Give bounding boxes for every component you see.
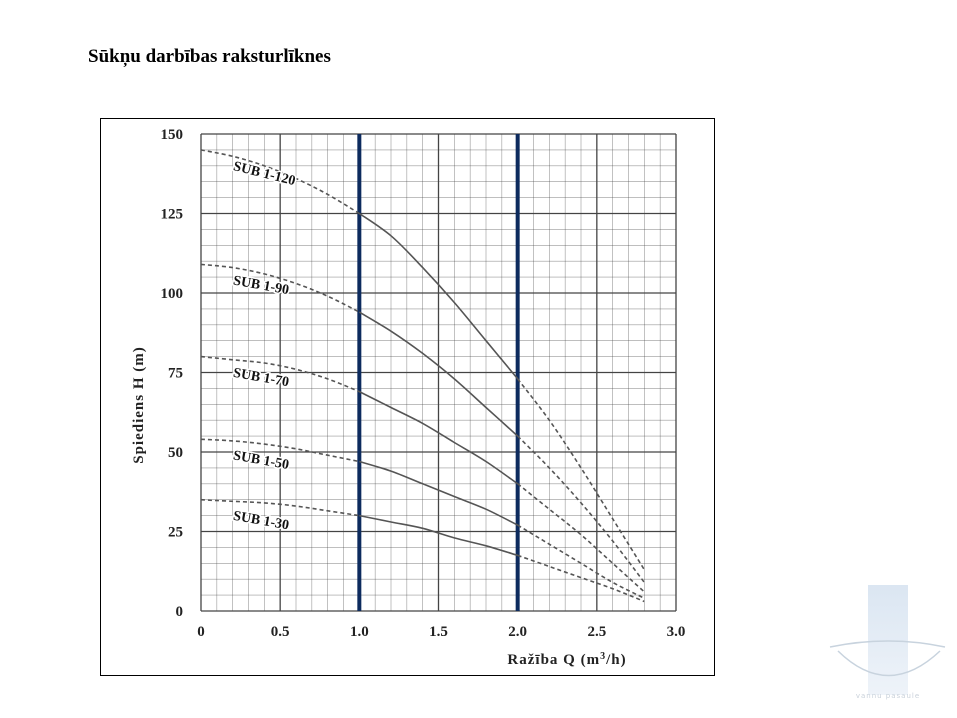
performance-curves bbox=[200, 149, 645, 603]
curve-dashed-left bbox=[200, 498, 360, 517]
x-tick-label: 3.0 bbox=[667, 624, 686, 640]
chart-frame: SUB 1-120 SUB 1-90 SUB 1-70 SUB 1-50 SUB 1-3… bbox=[100, 118, 715, 676]
curve-solid bbox=[359, 514, 518, 557]
x-axis-label-tail: /h) bbox=[605, 652, 627, 668]
y-tick-label: 125 bbox=[161, 207, 184, 223]
curve-solid bbox=[358, 390, 519, 485]
axis-tick-labels: 0 0.5 1.0 1.5 2.0 2.5 3.0 0 25 50 75 100 125 150 bbox=[161, 127, 686, 640]
curve-dashed-left bbox=[200, 263, 360, 313]
page-title: Sūkņu darbības raksturlīknes bbox=[88, 46, 331, 67]
x-tick-label: 1.0 bbox=[350, 624, 369, 640]
curve-dashed-left bbox=[200, 438, 360, 463]
x-axis-label-main: Ražība Q (m bbox=[507, 652, 600, 668]
y-tick-label: 100 bbox=[161, 286, 184, 302]
curve-label: SUB 1-30 bbox=[232, 509, 290, 534]
y-tick-label: 25 bbox=[168, 525, 183, 541]
x-axis-label-sup: 3 bbox=[600, 651, 606, 662]
x-tick-label: 0.5 bbox=[271, 624, 290, 640]
vannu-logo-icon: vannu pasaule bbox=[829, 585, 946, 700]
y-tick-label: 75 bbox=[168, 366, 183, 382]
curve-dashed-right bbox=[517, 435, 645, 583]
y-tick-label: 150 bbox=[161, 127, 184, 143]
curve-dashed-right bbox=[517, 554, 645, 603]
curve-label: SUB 1-70 bbox=[232, 366, 290, 391]
curve-solid bbox=[358, 311, 519, 437]
x-axis-label: Ražība Q (m3/h) bbox=[507, 651, 626, 669]
x-tick-label: 2.5 bbox=[587, 624, 606, 640]
x-tick-label: 0 bbox=[197, 624, 205, 640]
watermark-text: vannu pasaule bbox=[856, 692, 920, 700]
x-tick-label: 1.5 bbox=[429, 624, 448, 640]
curve-dashed-left bbox=[200, 149, 360, 215]
curve-solid bbox=[358, 212, 519, 380]
curve-solid bbox=[359, 460, 519, 526]
curve-dashed-right bbox=[517, 524, 645, 600]
x-tick-label: 2.0 bbox=[508, 624, 527, 640]
curve-dashed-left bbox=[200, 355, 360, 393]
y-tick-label: 0 bbox=[176, 604, 184, 620]
y-tick-label: 50 bbox=[168, 445, 183, 461]
y-axis-label: Spiediens H (m) bbox=[131, 346, 147, 464]
